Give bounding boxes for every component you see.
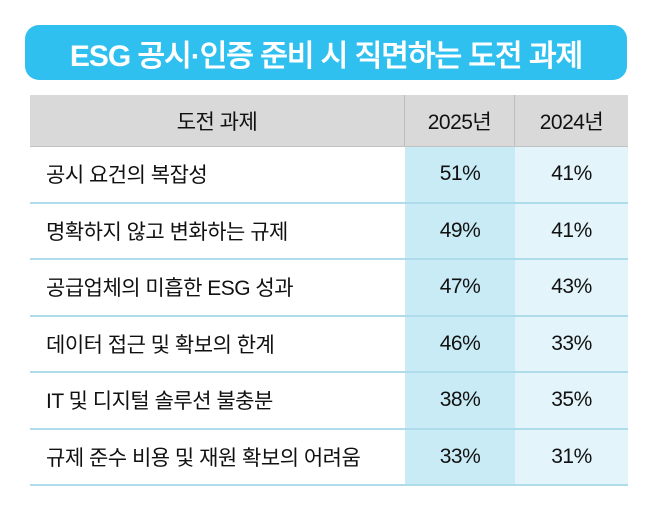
table-row: 규제 준수 비용 및 재원 확보의 어려움 33% 31% [30, 429, 628, 486]
value-2024-cell: 43% [515, 260, 628, 315]
challenge-cell: 명확하지 않고 변화하는 규제 [30, 203, 405, 258]
value-2024-cell: 41% [515, 147, 628, 202]
table-header-row: 도전 과제 2025년 2024년 [30, 95, 628, 147]
value-2025-cell: 51% [405, 147, 515, 202]
value-2024-cell: 31% [515, 429, 628, 484]
value-2025-cell: 49% [405, 203, 515, 258]
value-2024-cell: 35% [515, 373, 628, 428]
challenge-cell: 공급업체의 미흡한 ESG 성과 [30, 260, 405, 315]
value-2025-cell: 46% [405, 316, 515, 371]
value-2024-cell: 33% [515, 316, 628, 371]
value-2024-cell: 41% [515, 203, 628, 258]
header-challenge: 도전 과제 [30, 95, 405, 146]
table-row: 데이터 접근 및 확보의 한계 46% 33% [30, 316, 628, 373]
header-2025: 2025년 [405, 95, 515, 146]
value-2025-cell: 38% [405, 373, 515, 428]
page-title: ESG 공시·인증 준비 시 직면하는 도전 과제 [69, 39, 583, 73]
header-2024: 2024년 [539, 110, 604, 134]
table-row: 명확하지 않고 변화하는 규제 49% 41% [30, 203, 628, 260]
table-row: 공급업체의 미흡한 ESG 성과 47% 43% [30, 260, 628, 317]
table-row: 공시 요건의 복잡성 51% 41% [30, 147, 628, 204]
title-banner: ESG 공시·인증 준비 시 직면하는 도전 과제 [25, 25, 627, 80]
challenge-cell: IT 및 디지털 솔루션 불충분 [30, 373, 405, 428]
challenge-cell: 규제 준수 비용 및 재원 확보의 어려움 [30, 429, 405, 484]
challenges-table: 도전 과제 2025년 2024년 공시 요건의 복잡성 51% 41% 명확하… [30, 95, 628, 486]
table-row: IT 및 디지털 솔루션 불충분 38% 35% [30, 373, 628, 430]
value-2025-cell: 33% [405, 429, 515, 484]
challenge-cell: 공시 요건의 복잡성 [30, 147, 405, 202]
challenge-cell: 데이터 접근 및 확보의 한계 [30, 316, 405, 371]
value-2025-cell: 47% [405, 260, 515, 315]
